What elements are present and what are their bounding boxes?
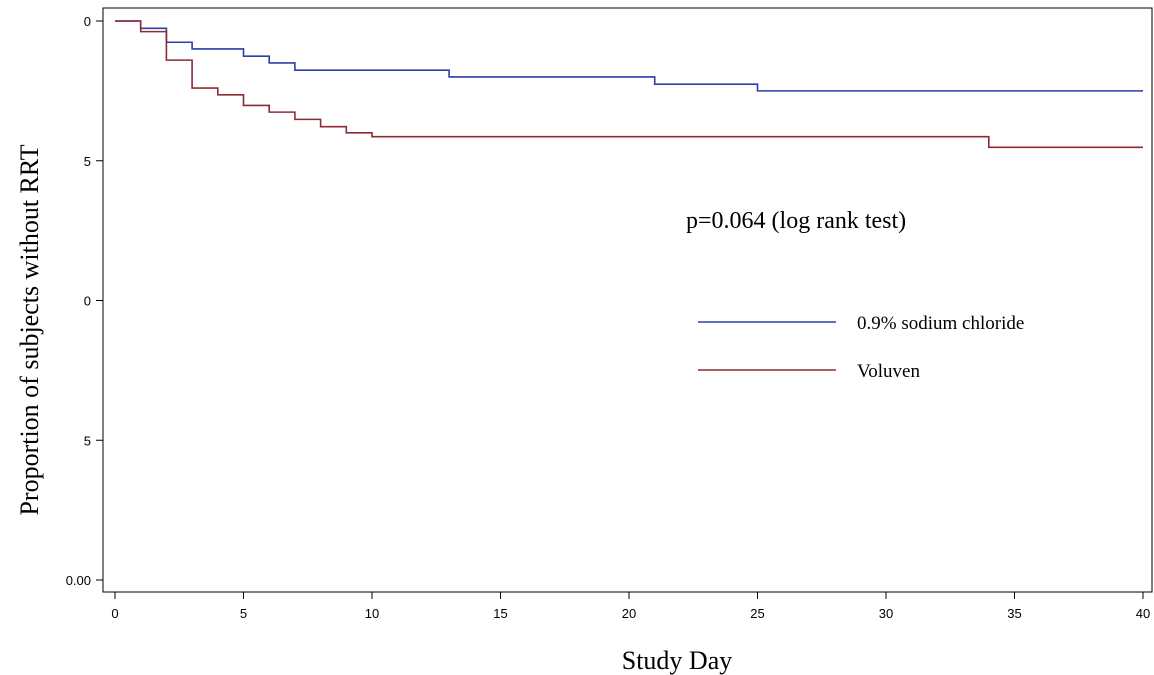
legend: 0.9% sodium chloride Voluven xyxy=(698,313,1024,382)
x-tick-label: 0 xyxy=(111,606,118,621)
x-tick-label: 15 xyxy=(493,606,507,621)
y-axis: 0.00 5 0 5 0 xyxy=(66,14,103,588)
x-tick-label: 30 xyxy=(879,606,893,621)
x-tick-label: 40 xyxy=(1136,606,1150,621)
x-axis-title: Study Day xyxy=(622,646,733,675)
y-tick-label: 5 xyxy=(84,433,91,448)
series-line-voluven xyxy=(115,20,1143,149)
legend-label-saline: 0.9% sodium chloride xyxy=(857,313,1024,334)
y-tick-label: 0 xyxy=(84,14,91,29)
plot-frame xyxy=(102,7,1153,593)
y-tick-label: 5 xyxy=(84,154,91,169)
legend-label-voluven: Voluven xyxy=(857,361,920,382)
y-tick-label: 0 xyxy=(84,294,91,309)
y-tick-label: 0.00 xyxy=(66,573,91,588)
x-tick-label: 35 xyxy=(1007,606,1021,621)
x-tick-label: 5 xyxy=(240,606,247,621)
y-axis-title: Proportion of subjects without RRT xyxy=(15,144,44,515)
x-tick-label: 25 xyxy=(750,606,764,621)
x-tick-label: 20 xyxy=(622,606,636,621)
series-layer xyxy=(115,20,1143,149)
pvalue-annotation: p=0.064 (log rank test) xyxy=(686,208,906,234)
x-tick-label: 10 xyxy=(365,606,379,621)
x-axis: 0 5 10 15 20 25 30 35 40 xyxy=(111,592,1150,621)
series-line-saline xyxy=(115,20,1143,92)
